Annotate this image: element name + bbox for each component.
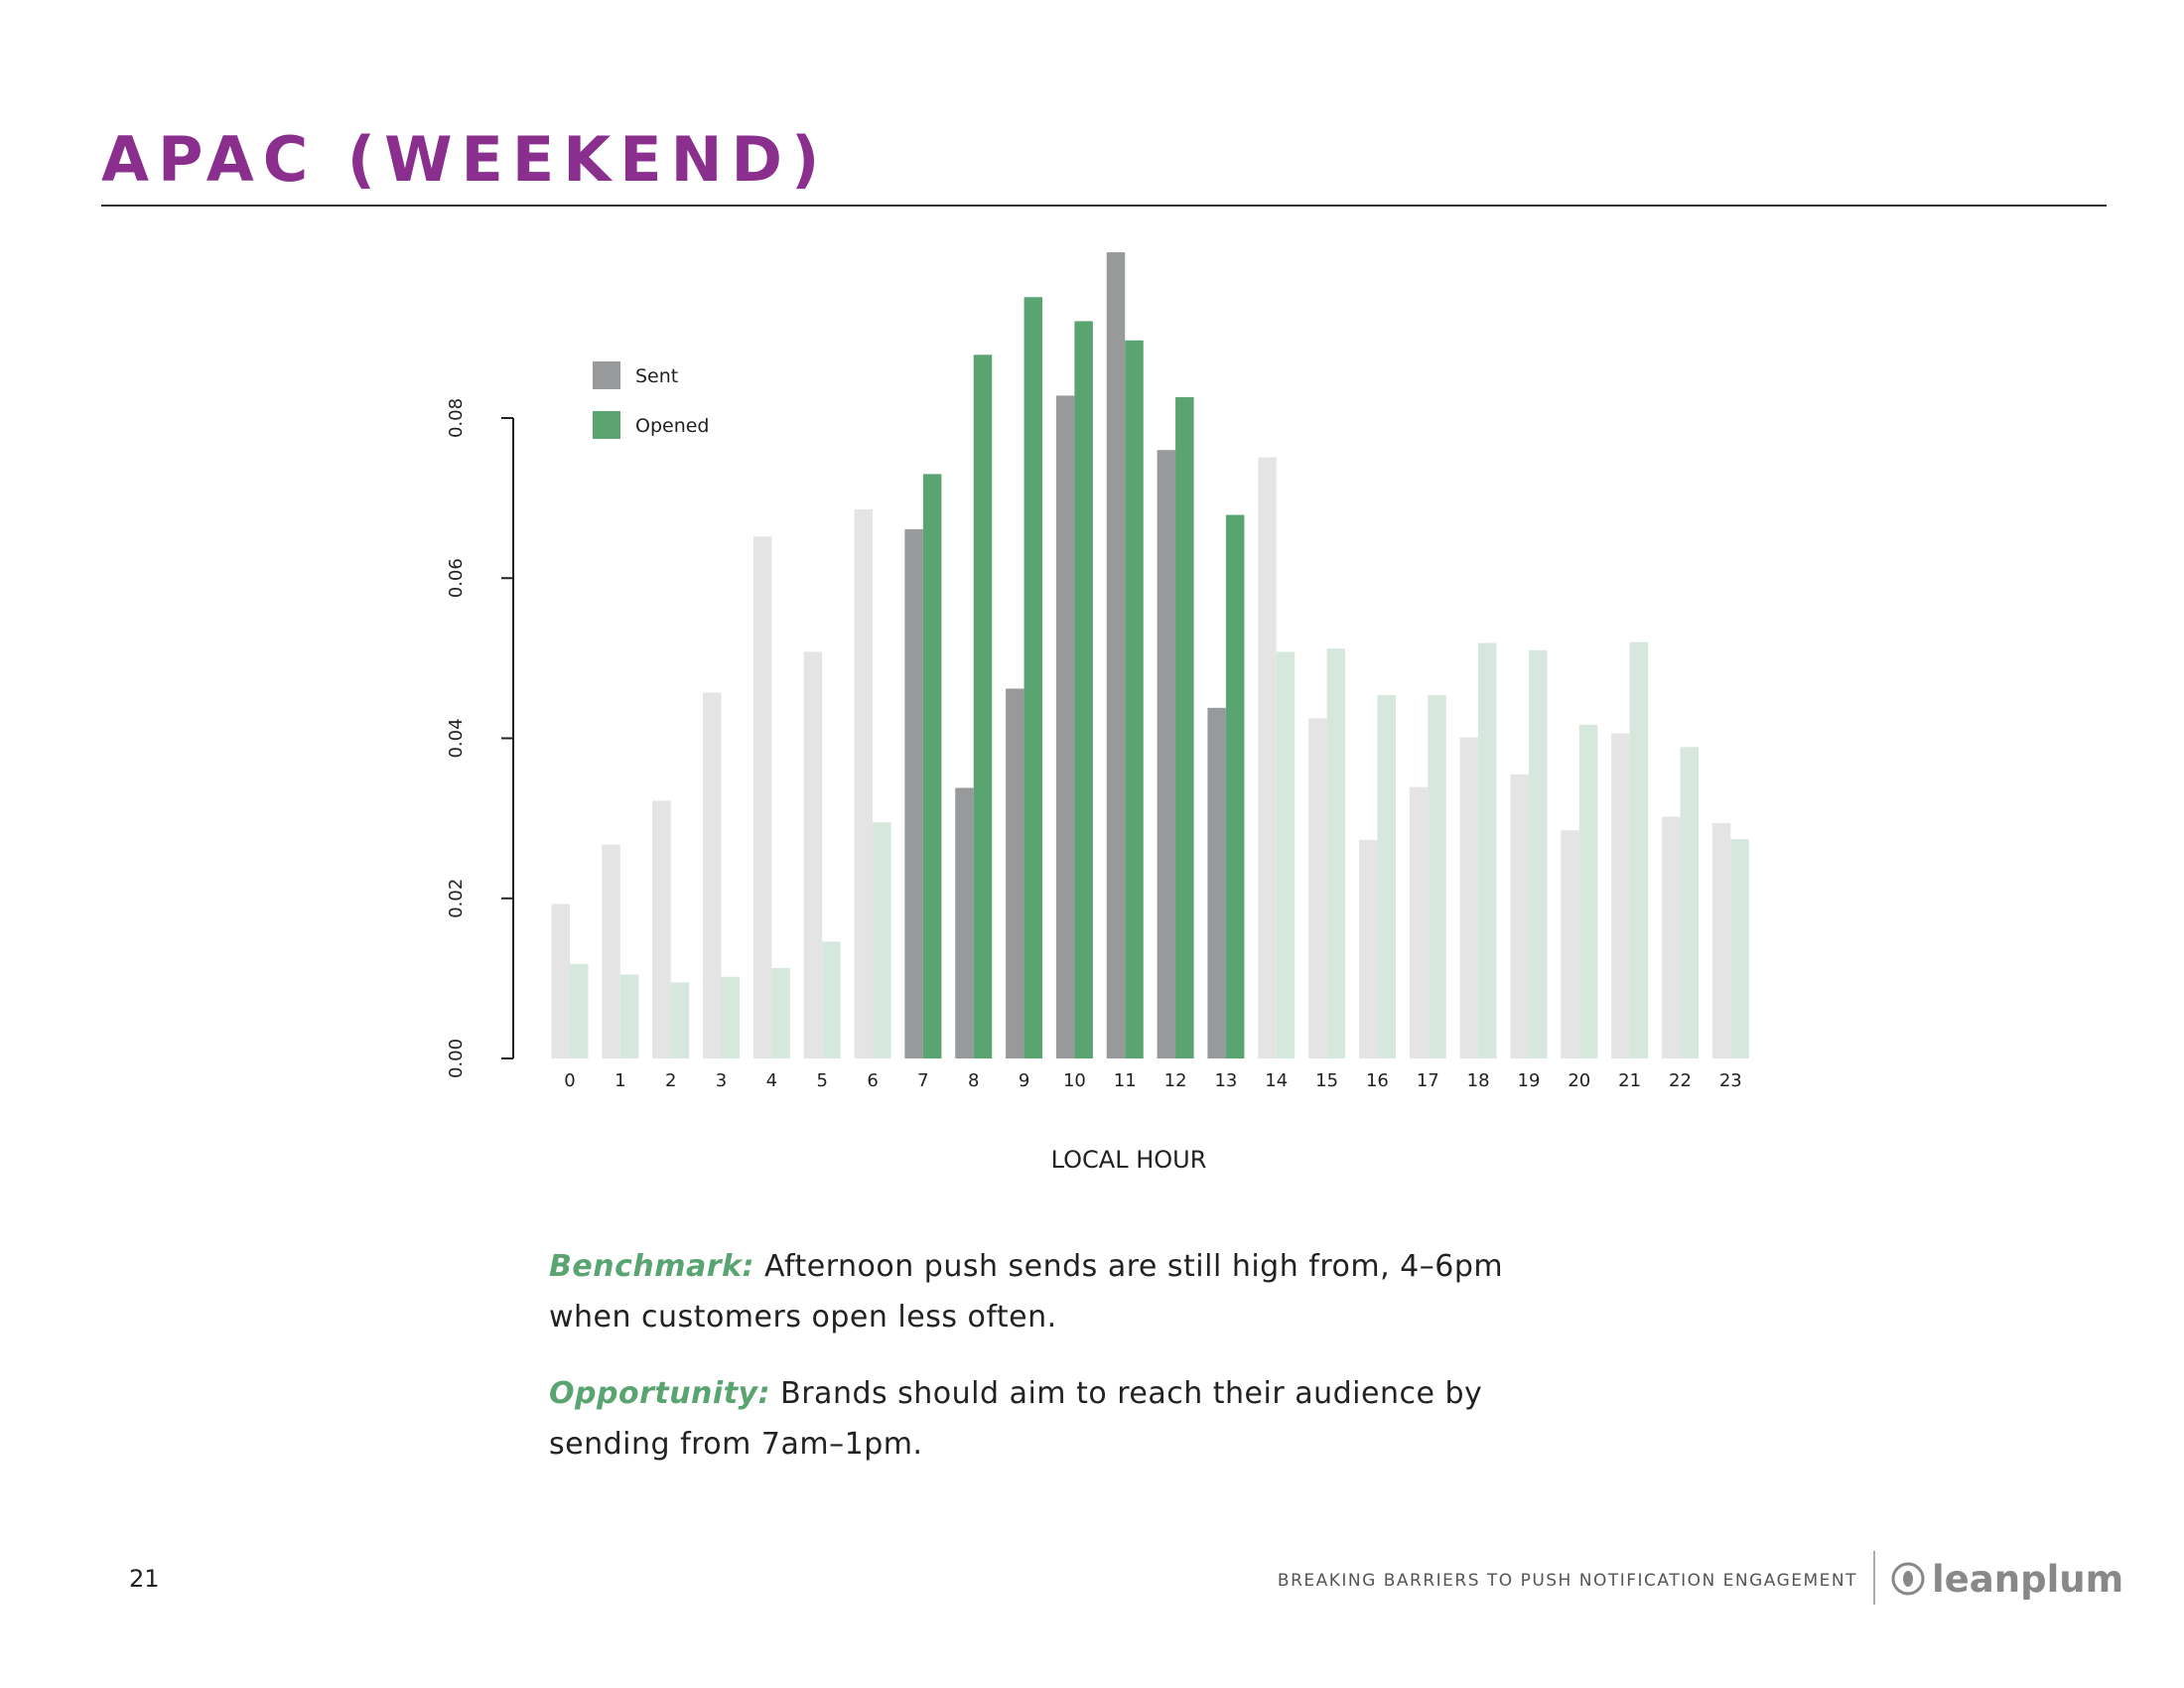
x-tick-label: 9 xyxy=(1019,1070,1029,1091)
x-tick-label: 18 xyxy=(1467,1070,1490,1091)
bar xyxy=(1207,707,1226,1058)
y-tick-label: 0.00 xyxy=(446,1039,467,1078)
bar xyxy=(1276,651,1296,1058)
y-tick-label: 0.02 xyxy=(446,879,467,918)
bar xyxy=(1680,747,1699,1058)
bar xyxy=(822,941,841,1058)
bar xyxy=(1510,774,1529,1058)
bar xyxy=(619,974,639,1058)
bar xyxy=(1006,688,1024,1058)
bar xyxy=(551,904,570,1058)
x-tick-label: 21 xyxy=(1618,1070,1641,1091)
x-axis-label: LOCAL HOUR xyxy=(1051,1146,1207,1174)
bar xyxy=(1106,252,1126,1058)
bar xyxy=(771,967,790,1058)
legend-swatch xyxy=(593,411,620,439)
footer-text: BREAKING BARRIERS TO PUSH NOTIFICATION E… xyxy=(1278,1571,1857,1591)
page-number: 21 xyxy=(129,1565,160,1593)
bar xyxy=(1711,822,1731,1058)
bar xyxy=(1157,450,1176,1058)
x-tick-label: 6 xyxy=(867,1070,878,1091)
x-tick-label: 15 xyxy=(1315,1070,1338,1091)
bar xyxy=(922,474,942,1058)
x-tick-label: 22 xyxy=(1669,1070,1692,1091)
bar xyxy=(1409,786,1429,1058)
x-tick-label: 12 xyxy=(1164,1070,1187,1091)
bar xyxy=(652,800,671,1058)
bar xyxy=(721,976,741,1058)
logo-icon xyxy=(1891,1562,1925,1596)
bar xyxy=(1428,694,1446,1058)
bar xyxy=(703,692,722,1058)
bar xyxy=(570,963,589,1058)
notes: Benchmark: Afternoon push sends are stil… xyxy=(549,1241,1542,1495)
y-tick-label: 0.06 xyxy=(446,558,467,598)
note-text: Afternoon push sends are still high from… xyxy=(549,1249,1504,1335)
bar xyxy=(602,844,620,1058)
x-tick-label: 13 xyxy=(1214,1070,1237,1091)
bar xyxy=(1358,839,1378,1058)
logo-icon-drop xyxy=(1903,1571,1913,1587)
logo: leanplum xyxy=(1932,1558,2123,1601)
x-tick-label: 8 xyxy=(968,1070,979,1091)
bar xyxy=(955,787,974,1058)
bar xyxy=(1459,737,1479,1058)
bar xyxy=(1258,457,1277,1059)
x-tick-label: 14 xyxy=(1265,1070,1288,1091)
bar xyxy=(873,822,891,1058)
legend-label: Sent xyxy=(635,365,678,387)
x-tick-label: 2 xyxy=(665,1070,676,1091)
bar xyxy=(1561,830,1579,1058)
chart-title: APAC (WEEKEND) xyxy=(101,123,828,196)
bar xyxy=(752,536,772,1058)
bar xyxy=(1578,724,1598,1058)
bar xyxy=(973,354,993,1058)
y-tick-label: 0.08 xyxy=(446,398,467,438)
bar xyxy=(1478,642,1497,1058)
x-tick-label: 7 xyxy=(917,1070,928,1091)
bar xyxy=(1730,839,1749,1058)
bar xyxy=(1629,641,1649,1058)
bar xyxy=(803,651,823,1058)
x-tick-label: 19 xyxy=(1518,1070,1541,1091)
note-text: Brands should aim to reach their audienc… xyxy=(549,1376,1483,1462)
x-tick-label: 23 xyxy=(1719,1070,1742,1091)
x-tick-label: 17 xyxy=(1417,1070,1439,1091)
x-tick-label: 1 xyxy=(614,1070,625,1091)
legend-swatch xyxy=(593,361,620,389)
x-tick-label: 20 xyxy=(1568,1070,1590,1091)
bar xyxy=(1377,694,1396,1058)
y-tick-label: 0.04 xyxy=(446,718,467,758)
x-tick-label: 5 xyxy=(816,1070,827,1091)
bar xyxy=(904,529,923,1058)
note-label: Benchmark: xyxy=(549,1249,754,1284)
x-tick-label: 10 xyxy=(1063,1070,1086,1091)
bar xyxy=(1528,649,1548,1058)
bar xyxy=(1175,397,1194,1059)
bar xyxy=(1308,718,1327,1058)
legend-label: Opened xyxy=(635,415,710,437)
note: Opportunity: Brands should aim to reach … xyxy=(549,1368,1542,1470)
x-tick-label: 4 xyxy=(766,1070,777,1091)
bar xyxy=(1024,297,1043,1059)
bar xyxy=(1125,340,1144,1058)
x-tick-label: 0 xyxy=(564,1070,575,1091)
bar xyxy=(1326,648,1346,1058)
bar xyxy=(1055,395,1075,1058)
bar xyxy=(1074,321,1093,1059)
bar xyxy=(1611,733,1630,1058)
x-tick-label: 11 xyxy=(1114,1070,1137,1091)
x-tick-label: 3 xyxy=(716,1070,727,1091)
note-label: Opportunity: xyxy=(549,1376,771,1411)
note: Benchmark: Afternoon push sends are stil… xyxy=(549,1241,1542,1342)
bar xyxy=(670,982,690,1058)
x-tick-label: 16 xyxy=(1366,1070,1389,1091)
bar xyxy=(854,508,874,1058)
bar xyxy=(1661,816,1681,1058)
bar xyxy=(1225,514,1245,1058)
